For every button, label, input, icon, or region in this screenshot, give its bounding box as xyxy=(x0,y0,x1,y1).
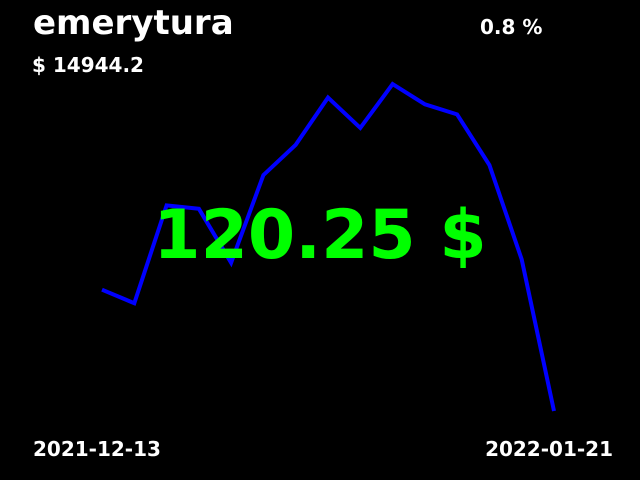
asset-name: emerytura xyxy=(33,3,234,43)
price-line xyxy=(101,81,556,412)
balance-value: $ 14944.2 xyxy=(32,53,144,77)
end-date: 2022-01-21 xyxy=(485,437,613,461)
current-value: 120.25 $ xyxy=(153,196,487,275)
percent-change: 0.8 % xyxy=(480,15,543,39)
start-date: 2021-12-13 xyxy=(33,437,161,461)
